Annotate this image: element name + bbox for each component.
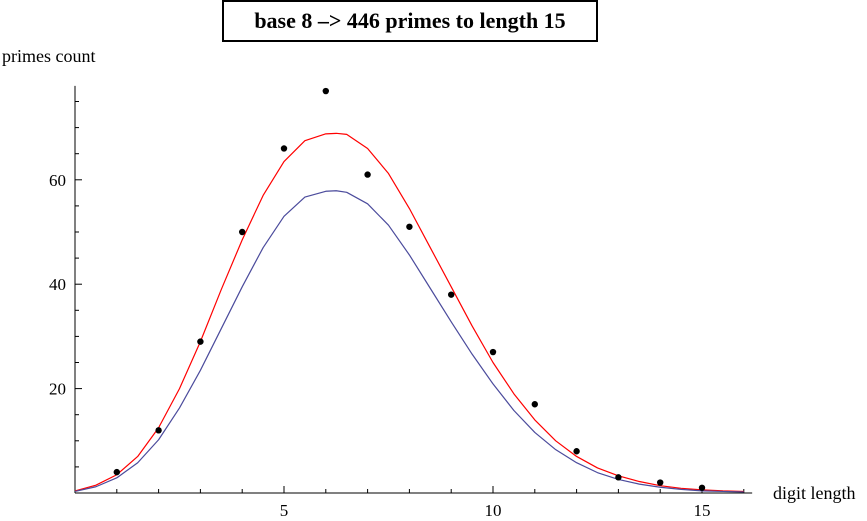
axes [74,85,753,494]
fitted-curves [74,132,744,493]
red-fit-curve [74,132,744,493]
y-tick-label: 20 [49,380,66,399]
y-tick-label: 60 [49,171,66,190]
data-point [448,291,455,298]
tick-labels: 5 10 15 20 40 60 [49,171,711,520]
y-axis-label: primes count [2,46,95,66]
chart-title-box: base 8 –> 446 primes to length 15 [222,0,598,42]
data-point [155,427,162,434]
data-point [239,228,246,236]
data-point [322,87,329,95]
data-point [489,348,497,356]
data-point [573,448,580,455]
data-point [698,484,706,491]
y-tick-label: 40 [49,275,66,294]
data-point [531,401,538,408]
data-points [113,87,706,491]
data-point [197,338,204,345]
x-tick-label: 10 [485,501,502,520]
x-axis-label: digit length [773,483,856,503]
data-point [364,171,371,178]
blue-fit-curve [74,190,744,493]
x-tick-label: 15 [694,501,711,520]
x-tick-label: 5 [280,501,289,520]
data-point [113,468,121,476]
data-point [280,145,288,152]
data-point [657,479,664,486]
data-point [615,474,622,481]
chart-title: base 8 –> 446 primes to length 15 [254,8,565,33]
data-point [406,223,413,230]
